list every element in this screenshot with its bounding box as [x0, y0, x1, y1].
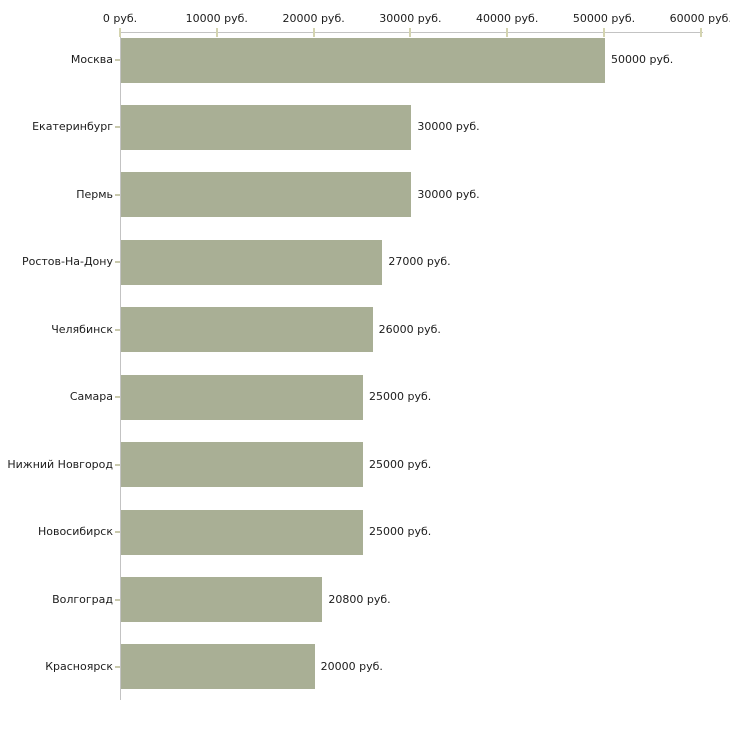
bar-value-label: 20800 руб.	[328, 592, 391, 606]
y-axis-line	[120, 32, 121, 700]
bar	[121, 104, 412, 150]
bar	[121, 374, 363, 420]
bar	[121, 509, 363, 555]
y-axis-tick	[115, 193, 120, 196]
category-label: Нижний Новгород	[7, 457, 113, 471]
bar-value-label: 50000 руб.	[611, 53, 674, 66]
y-axis-tick	[115, 126, 120, 129]
x-axis-tick	[215, 28, 218, 37]
bar-value-label: 25000 руб.	[369, 390, 432, 404]
y-axis-tick	[115, 665, 120, 668]
x-axis-tick-label: 60000 руб.	[669, 12, 730, 25]
bar	[121, 239, 383, 285]
x-axis-tick	[506, 28, 509, 37]
bar	[121, 37, 605, 83]
x-axis-tick	[603, 28, 605, 37]
x-axis-tick-label: 20000 руб.	[282, 12, 345, 25]
bar	[121, 577, 323, 623]
bar-value-label: 20000 руб.	[320, 659, 383, 673]
bar-value-label: 30000 руб.	[417, 187, 480, 201]
y-axis-tick	[115, 328, 120, 331]
x-axis-tick	[119, 28, 121, 37]
category-label: Новосибирск	[37, 525, 113, 539]
x-axis-tick-label: 10000 руб.	[185, 12, 248, 25]
x-axis-tick	[312, 28, 315, 37]
category-label: Самара	[69, 390, 113, 404]
category-label: Челябинск	[51, 322, 113, 336]
x-axis-tick-label: 40000 руб.	[476, 12, 539, 25]
category-label: Екатеринбург	[32, 120, 113, 134]
bar-value-label: 27000 руб.	[388, 255, 451, 269]
x-axis-line	[120, 32, 703, 33]
category-label: Москва	[70, 53, 113, 66]
y-axis-tick	[115, 396, 120, 399]
y-axis-tick	[115, 463, 120, 466]
x-axis-tick-label: 0 руб.	[102, 12, 138, 25]
bar	[121, 307, 373, 353]
bar-value-label: 30000 руб.	[417, 120, 480, 134]
x-axis-tick-label: 30000 руб.	[379, 12, 442, 25]
y-axis-tick	[115, 531, 120, 534]
category-label: Красноярск	[45, 659, 113, 673]
y-axis-tick	[115, 598, 120, 601]
category-label: Пермь	[76, 187, 113, 201]
x-axis-tick	[699, 28, 702, 37]
bar	[121, 644, 315, 690]
bar-value-label: 25000 руб.	[369, 457, 432, 471]
y-axis-tick	[115, 59, 120, 61]
y-axis-tick	[115, 261, 120, 264]
category-label: Волгоград	[52, 592, 113, 606]
bar-value-label: 25000 руб.	[369, 525, 432, 539]
bar	[121, 442, 363, 488]
category-label: Ростов-На-Дону	[21, 255, 113, 269]
bar-value-label: 26000 руб.	[378, 322, 441, 336]
x-axis-tick-label: 50000 руб.	[572, 12, 636, 25]
x-axis-tick	[409, 28, 412, 37]
bar	[121, 172, 412, 218]
